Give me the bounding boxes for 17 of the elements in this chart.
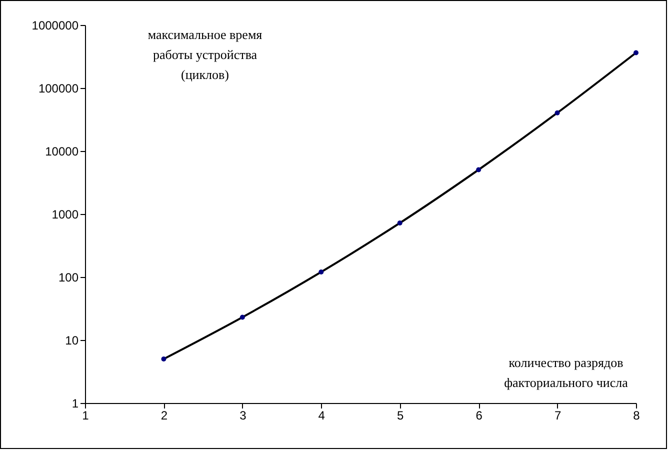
x-tick-label: 7	[554, 408, 562, 422]
x-tick-label: 5	[397, 408, 404, 422]
y-axis-title: максимальное время работы устройства (циклов)	[148, 27, 262, 82]
y-tick-label: 10	[65, 334, 79, 348]
y-tick-label: 1	[72, 396, 79, 410]
x-tick-label: 3	[240, 408, 247, 422]
x-tick-label: 4	[318, 408, 326, 422]
x-tick-label: 6	[476, 408, 483, 422]
y-tick-label: 1000	[52, 208, 79, 222]
x-tick-label: 8	[633, 408, 640, 422]
y-tick-label: 100	[58, 270, 79, 284]
x-tick-label: 1	[82, 408, 90, 422]
y-tick-label: 100000	[38, 82, 79, 96]
y-tick-label: 10000	[45, 144, 79, 158]
x-tick-label: 2	[160, 408, 168, 422]
x-axis-title: количество разрядов факториального числа	[504, 355, 628, 390]
y-tick-label: 1000000	[32, 18, 79, 32]
